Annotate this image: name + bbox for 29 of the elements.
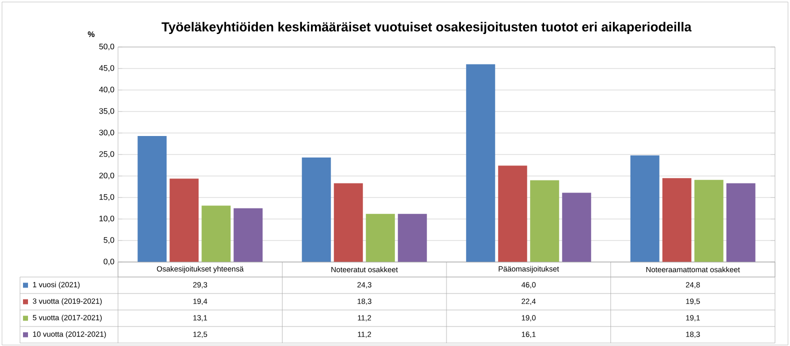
- bar: [562, 192, 592, 262]
- bar: [138, 136, 167, 262]
- bar: [234, 208, 263, 262]
- y-tick-label: 10,0: [100, 216, 114, 222]
- y-tick-label: 40,0: [99, 86, 114, 94]
- chart-title: Työeläkeyhtiöiden keskimääräiset vuotuiset osakesijoitusten tuotot eri aikaperiodeilla: [162, 22, 692, 34]
- y-tick-label: 15,0: [100, 194, 114, 201]
- y-tick-label: 30,0: [99, 130, 114, 136]
- y-tick-label: 50,0: [99, 44, 114, 50]
- bar: [366, 214, 395, 262]
- bar: [302, 158, 331, 262]
- y-axis-title: %: [88, 31, 95, 38]
- bar: [530, 180, 560, 262]
- bar: [202, 206, 231, 262]
- y-tick-label: 35,0: [99, 108, 114, 115]
- y-tick-label: 20,0: [99, 172, 114, 180]
- bar: [170, 178, 199, 262]
- y-tick-label: 45,0: [99, 65, 114, 72]
- y-tick-label: 5,0: [104, 237, 114, 244]
- bar: [334, 183, 363, 262]
- bar: [694, 180, 724, 262]
- y-tick-label: 0,0: [104, 258, 114, 266]
- bar: [466, 64, 496, 262]
- bar: [398, 214, 427, 262]
- bar: [630, 155, 660, 262]
- bar: [662, 178, 692, 262]
- y-tick-label: 25,0: [99, 151, 114, 158]
- bar: [498, 166, 528, 262]
- bar: [726, 183, 756, 262]
